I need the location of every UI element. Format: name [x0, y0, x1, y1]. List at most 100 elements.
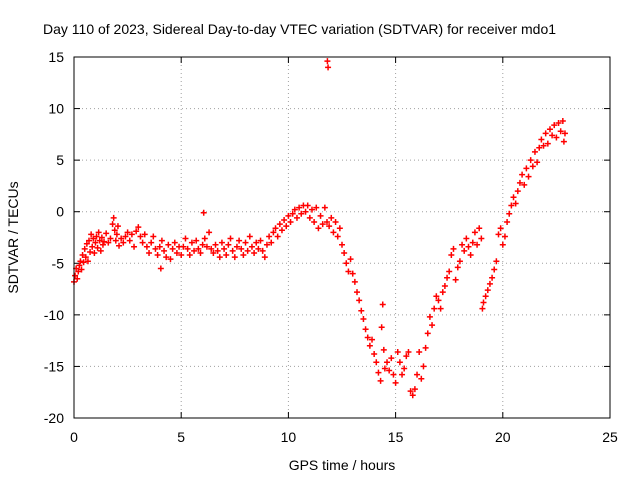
x-axis-label: GPS time / hours	[289, 457, 396, 473]
data-point	[334, 233, 341, 240]
data-point	[171, 239, 178, 246]
data-point	[469, 239, 476, 246]
data-point	[433, 293, 440, 300]
data-point	[167, 256, 174, 263]
data-point	[392, 379, 399, 386]
data-point	[161, 247, 168, 254]
grid-layer	[74, 57, 610, 418]
y-tick-label: 0	[56, 204, 64, 220]
data-point	[114, 223, 121, 230]
data-point	[332, 219, 339, 226]
data-point	[87, 248, 94, 255]
data-point	[200, 209, 207, 216]
data-point	[77, 258, 84, 265]
data-point	[216, 254, 223, 261]
data-point	[516, 179, 523, 186]
data-point	[407, 388, 414, 395]
data-point	[484, 287, 491, 294]
data-point	[371, 351, 378, 358]
data-point	[536, 144, 543, 151]
data-point	[519, 171, 526, 178]
data-point	[76, 262, 83, 269]
data-point	[124, 229, 131, 236]
data-point	[544, 140, 551, 147]
data-point	[186, 252, 193, 259]
data-point	[531, 148, 538, 155]
x-tick-label: 15	[388, 429, 404, 445]
y-tick-label: -5	[52, 255, 65, 271]
data-point	[79, 252, 86, 259]
data-point	[94, 244, 101, 251]
data-point	[480, 299, 487, 306]
data-point	[409, 392, 416, 399]
data-point	[156, 243, 163, 250]
data-point	[289, 210, 296, 217]
data-point	[437, 305, 444, 312]
data-point	[463, 235, 470, 242]
data-point	[465, 243, 472, 250]
data-point	[358, 307, 365, 314]
data-point	[99, 241, 106, 248]
data-point	[180, 243, 187, 250]
data-point	[203, 243, 210, 250]
data-point	[499, 241, 506, 248]
data-point	[274, 233, 281, 240]
data-point	[560, 138, 567, 145]
data-point	[182, 235, 189, 242]
data-point	[351, 278, 358, 285]
data-point	[214, 247, 221, 254]
data-point	[471, 229, 478, 236]
plot-frame	[73, 56, 611, 419]
data-point	[491, 266, 498, 273]
y-axis-label: SDTVAR / TECUs	[5, 181, 21, 293]
data-point	[366, 342, 373, 349]
data-point	[221, 245, 228, 252]
data-point	[122, 233, 129, 240]
data-point	[403, 353, 410, 360]
data-point	[411, 386, 418, 393]
data-point	[339, 241, 345, 248]
data-point	[112, 237, 119, 244]
data-point	[514, 188, 521, 195]
data-point	[396, 359, 403, 366]
data-point	[501, 233, 508, 240]
data-point	[86, 237, 93, 244]
data-point	[178, 252, 185, 259]
data-point	[431, 305, 438, 312]
data-point	[448, 252, 455, 259]
data-point	[317, 212, 324, 219]
data-point	[246, 233, 253, 240]
data-point	[291, 206, 298, 213]
data-point	[193, 237, 200, 244]
data-point	[231, 254, 238, 261]
data-point	[508, 202, 515, 209]
data-point	[110, 214, 117, 221]
data-point	[206, 229, 213, 236]
data-point	[380, 346, 387, 353]
data-point	[510, 194, 517, 201]
data-point	[146, 249, 153, 256]
data-point	[97, 247, 104, 254]
data-point	[311, 219, 318, 226]
data-point	[268, 239, 275, 246]
data-point	[452, 276, 459, 283]
data-point	[377, 377, 384, 384]
data-point	[405, 348, 412, 355]
data-point	[308, 206, 315, 213]
data-point	[420, 363, 427, 370]
data-point	[281, 216, 288, 223]
data-point	[369, 336, 376, 343]
data-point	[240, 252, 247, 259]
data-point	[356, 297, 363, 304]
data-point	[549, 132, 556, 139]
data-point	[540, 142, 547, 149]
data-point	[210, 249, 217, 256]
data-point	[364, 334, 371, 341]
data-point	[105, 239, 112, 246]
data-point	[208, 245, 215, 252]
data-point	[489, 274, 496, 281]
data-point	[495, 231, 502, 238]
data-point	[82, 254, 89, 261]
data-point	[88, 231, 95, 238]
data-point	[306, 214, 313, 221]
